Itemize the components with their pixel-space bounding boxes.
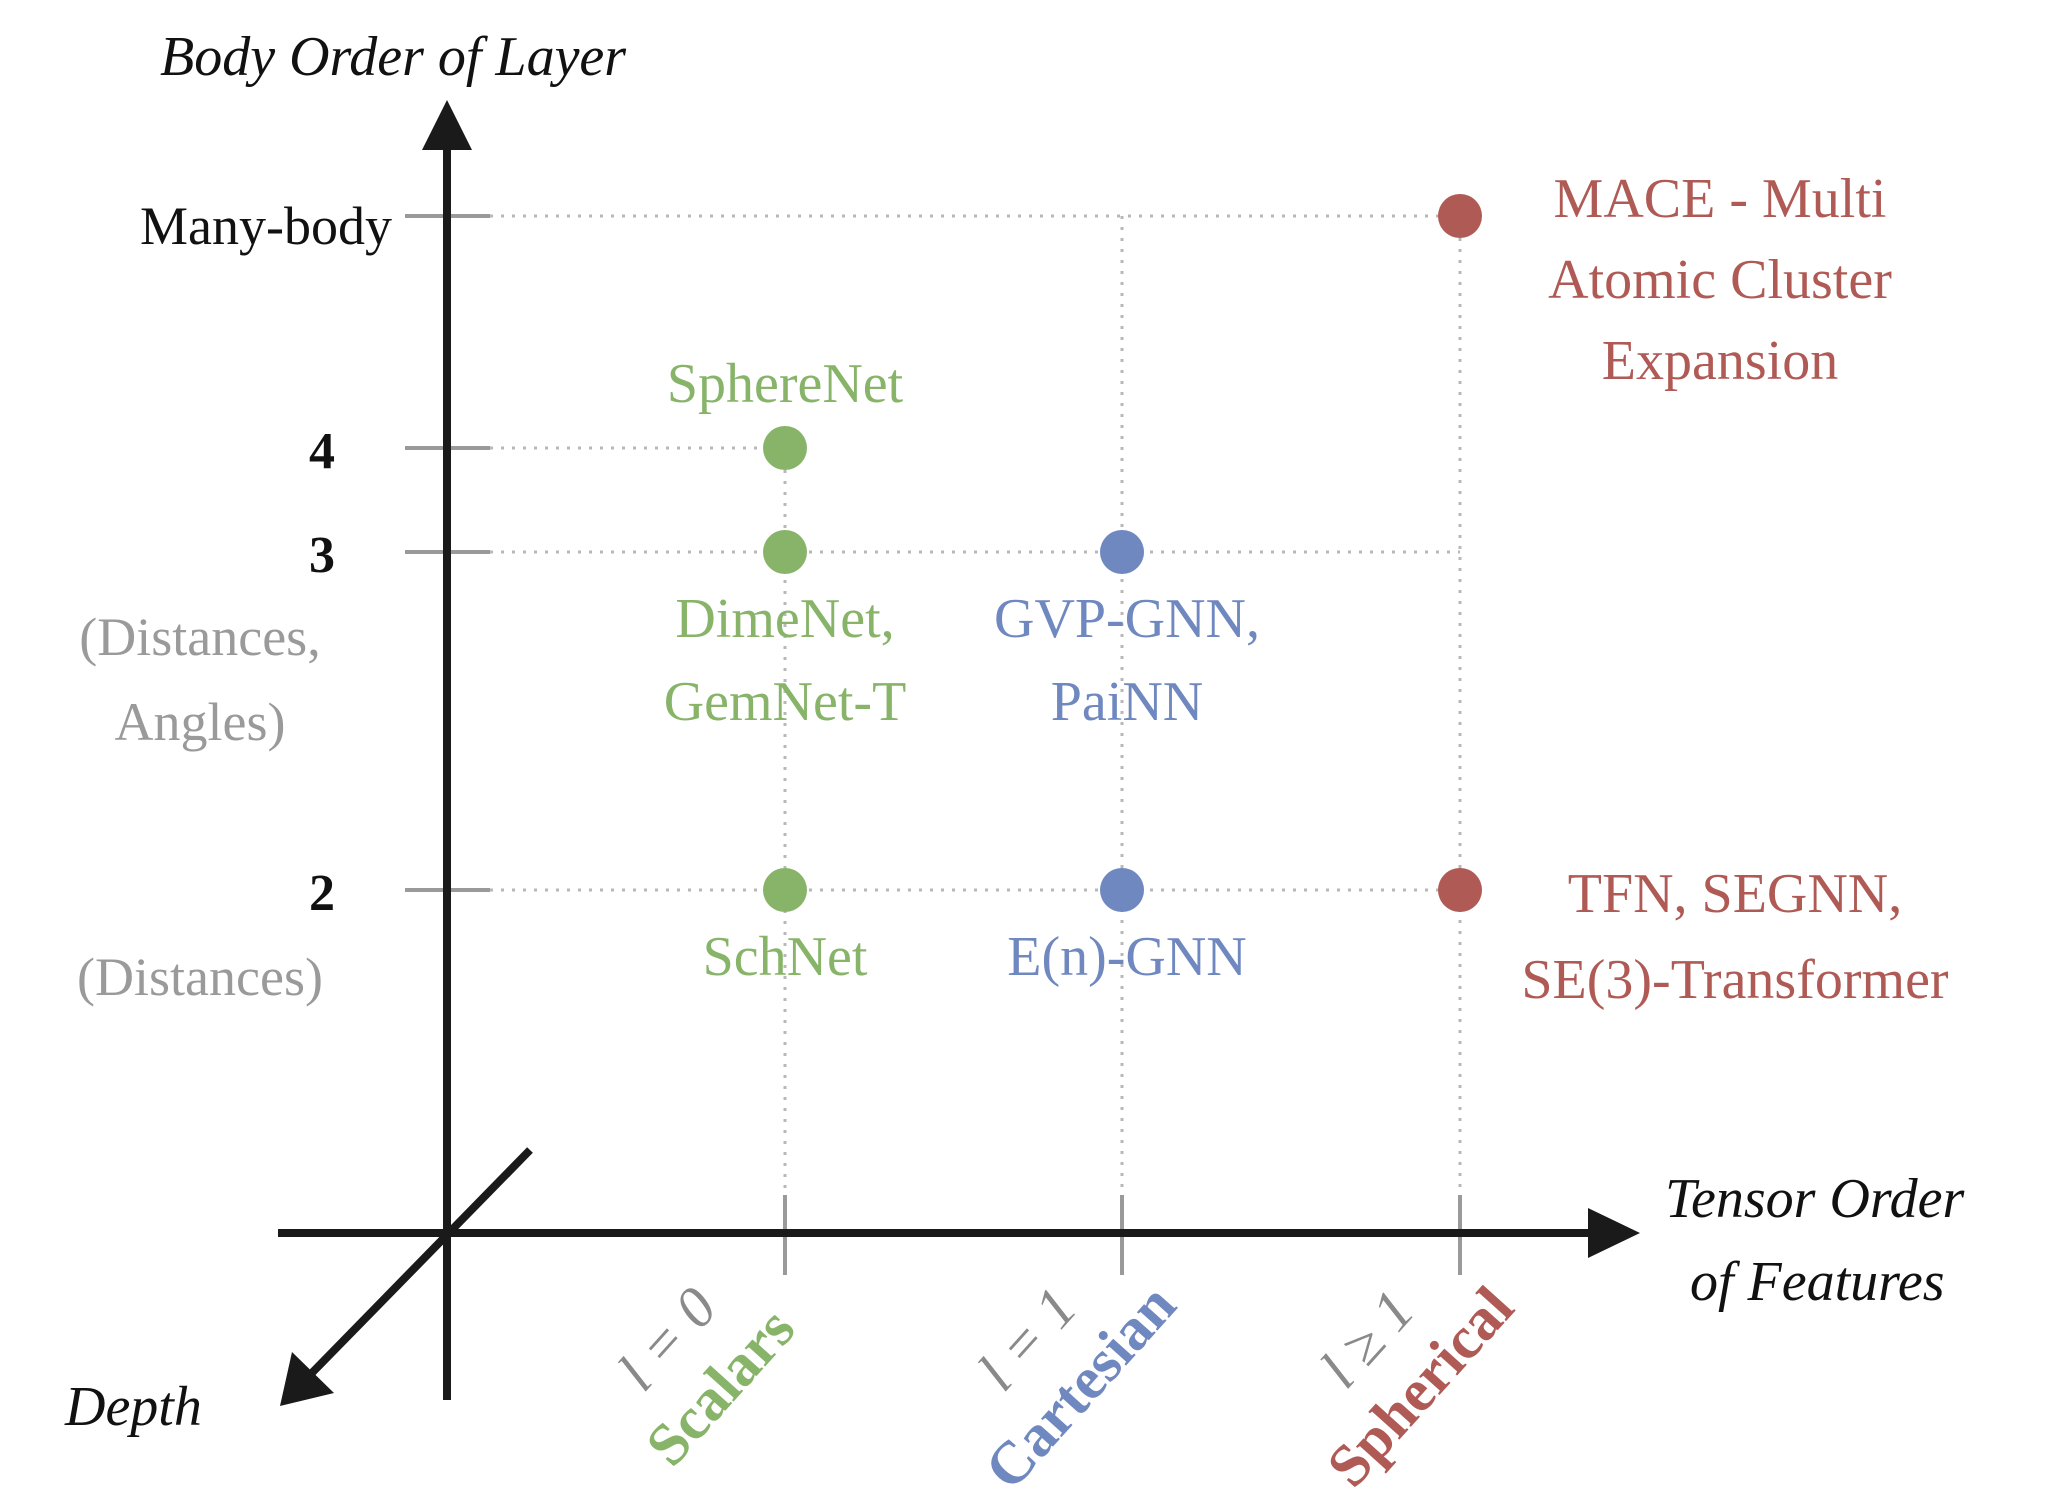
point-gvp	[1100, 530, 1144, 574]
y-tick-2: 2	[309, 865, 335, 922]
guide-lines	[490, 214, 1462, 1190]
point-egnn	[1100, 868, 1144, 912]
axes	[278, 140, 1600, 1400]
depth-axis-title: Depth	[64, 1376, 202, 1438]
y-tick-many-body: Many-body	[140, 196, 392, 256]
x-tick-cartesian: l = 1 Cartesian	[965, 1272, 1188, 1502]
label-tfn-1: TFN, SEGNN,	[1568, 863, 1902, 925]
label-mace-2: Atomic Cluster	[1548, 249, 1892, 311]
axis-arrowheads	[280, 100, 1640, 1406]
y-axis-title: Body Order of Layer	[160, 26, 626, 88]
label-mace-1: MACE - Multi	[1554, 168, 1887, 230]
y-axis-arrow	[422, 100, 472, 150]
depth-axis-arrow	[280, 1352, 334, 1406]
x-tick-spherical: l ≥ 1 Spherical	[1307, 1274, 1526, 1499]
x-axis-title-line1: Tensor Order	[1665, 1168, 1964, 1230]
x-axis-title-line2: of Features	[1690, 1251, 1945, 1313]
x-axis-arrow	[1588, 1208, 1640, 1258]
point-dimenet	[763, 530, 807, 574]
label-schnet: SchNet	[703, 926, 868, 988]
point-spherenet	[763, 426, 807, 470]
label-dimenet-2: GemNet-T	[664, 671, 907, 733]
point-tfn	[1438, 868, 1482, 912]
label-egnn: E(n)-GNN	[1007, 926, 1246, 988]
x-tick-scalars: l = 0 Scalars	[605, 1275, 807, 1478]
label-spherenet: SphereNet	[667, 353, 904, 415]
model-points	[763, 194, 1482, 912]
depth-axis-line	[302, 1147, 533, 1383]
label-gvp-1: GVP-GNN,	[994, 588, 1260, 650]
label-dimenet-1: DimeNet,	[675, 588, 894, 650]
label-tfn-2: SE(3)-Transformer	[1521, 949, 1949, 1011]
y-tick-2-sub: (Distances)	[77, 947, 323, 1007]
y-tick-4: 4	[309, 423, 335, 480]
point-mace	[1438, 194, 1482, 238]
y-tick-3-sub-1: (Distances,	[79, 607, 320, 667]
y-tick-3: 3	[309, 527, 335, 584]
y-tick-3-sub-2: Angles)	[115, 692, 286, 752]
label-gvp-2: PaiNN	[1051, 671, 1203, 733]
label-mace-3: Expansion	[1602, 330, 1838, 392]
point-schnet	[763, 868, 807, 912]
model-labels: SphereNet DimeNet, GemNet-T SchNet GVP-G…	[664, 168, 1949, 1011]
